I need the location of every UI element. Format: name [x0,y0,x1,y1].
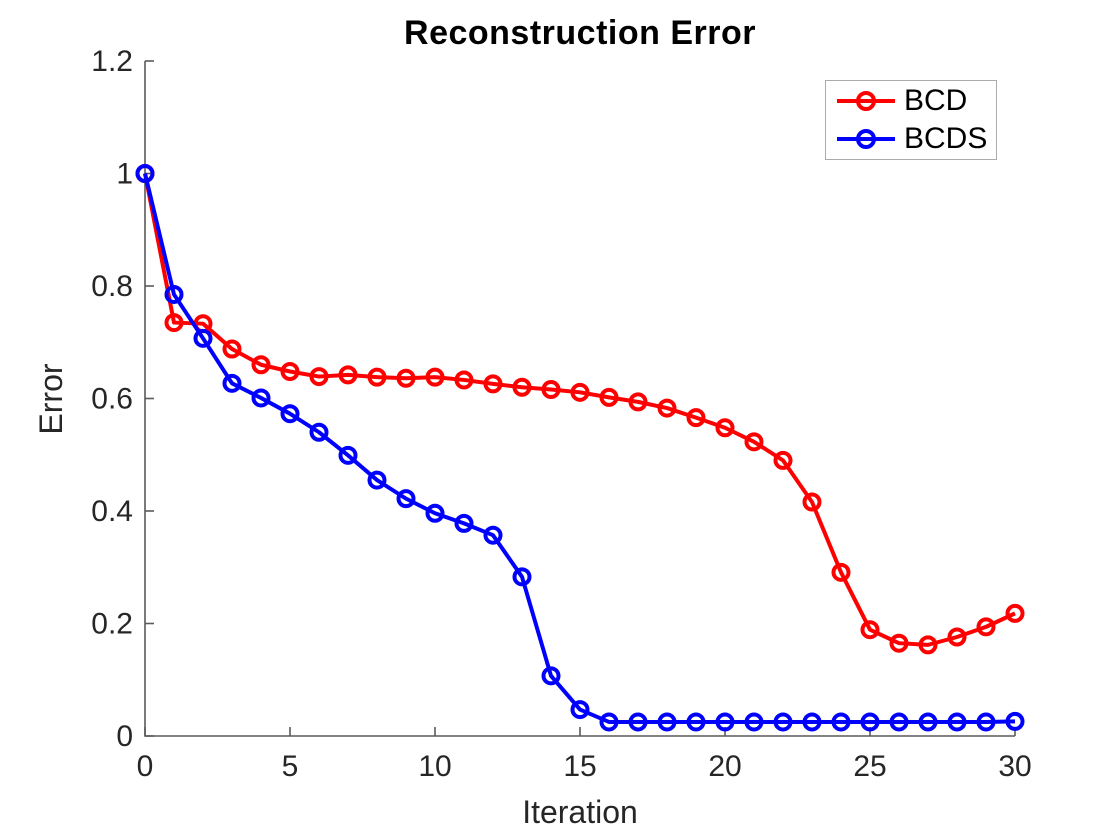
legend-label-bcds: BCDS [904,122,988,155]
series-marker-bcd [222,339,242,359]
bcd-line-marker-swatch [837,91,895,111]
series-marker-bcd [338,365,358,385]
series-marker-bcd [512,377,532,397]
series-marker-bcd [164,313,184,333]
y-tick-label: 0 [116,720,133,753]
series-marker-bcds [947,712,967,732]
series-marker-bcds [657,712,677,732]
x-tick-label: 0 [137,750,154,783]
series-marker-bcd [1005,603,1025,623]
series-marker-bcds [309,422,329,442]
series-line-bcd [143,173,1016,647]
y-tick-label: 1 [116,158,133,191]
series-marker-bcd [657,398,677,418]
series-marker-bcds [860,712,880,732]
series-marker-bcds [193,328,213,348]
series-marker-bcd [541,380,561,399]
series-marker-bcd [425,367,445,387]
series-marker-bcds [222,373,242,393]
series-marker-bcd [686,408,706,428]
series-marker-bcd [831,562,851,582]
y-tick-label: 0.6 [91,383,133,416]
bcds-line-marker-swatch [837,129,895,149]
x-tick-label: 20 [708,750,741,783]
series-marker-bcd [454,370,474,390]
series-marker-bcds [976,712,996,732]
series-marker-bcd [860,620,880,640]
series-marker-bcd [773,450,793,470]
series-marker-bcds [164,284,184,304]
series-marker-bcds [425,503,445,523]
y-tick-label: 0.8 [91,270,133,303]
series-marker-bcd [280,362,300,381]
series-marker-bcd [570,382,590,402]
series-marker-bcds [715,712,735,732]
series-marker-bcd [744,432,764,452]
series-marker-bcd [802,492,822,512]
series-marker-bcds [802,712,822,732]
series-marker-bcds [338,445,358,465]
series-marker-bcd [628,392,648,412]
series-marker-bcds [599,712,619,732]
series-marker-bcds [367,470,387,490]
series-marker-bcds [889,712,909,732]
series-marker-bcd [947,627,967,647]
series-marker-bcds [541,666,561,686]
series-marker-bcds [831,712,851,732]
series-marker-bcd [918,635,938,655]
series-marker-bcds [396,489,416,509]
y-tick-label: 1.2 [91,45,133,78]
series-marker-bcd [367,367,387,387]
x-tick-label: 10 [418,750,451,783]
legend-label-bcd: BCD [904,84,968,117]
series-marker-bcds [135,164,155,183]
series-marker-bcds [628,712,648,732]
y-axis-label: Error [33,363,69,435]
series-marker-bcds [454,513,474,533]
series-marker-bcds [744,712,764,732]
series-marker-bcds [483,525,503,545]
series-marker-bcds [773,712,793,732]
series-marker-bcds [570,700,590,720]
series-marker-bcd [251,355,271,375]
series-marker-bcd [309,367,329,387]
series-marker-bcds [918,712,938,732]
chart-title: Reconstruction Error [404,14,756,52]
series-marker-bcds [280,404,300,424]
x-tick-label: 15 [563,750,596,783]
series-marker-bcd [889,633,909,653]
legend-entry-bcds: BCDS [835,120,996,158]
x-tick-label: 5 [282,750,299,783]
series-marker-bcds [251,388,271,408]
x-tick-label: 30 [998,750,1031,783]
legend-entry-bcd: BCD [835,82,996,120]
y-tick-label: 0.2 [91,608,133,641]
y-tick-label: 0.4 [91,495,133,528]
x-tick-label: 25 [853,750,886,783]
series-line-bcds [143,173,1016,724]
legend-box: BCD BCDS [825,80,997,160]
series-marker-bcds [1005,711,1025,731]
series-marker-bcd [396,368,416,388]
series-marker-bcds [512,567,532,587]
series-marker-bcd [599,387,619,407]
series-marker-bcds [686,712,706,732]
x-axis-label: Iteration [522,794,638,830]
series-marker-bcd [715,418,735,438]
series-marker-bcd [483,374,503,394]
series-marker-bcd [976,617,996,637]
